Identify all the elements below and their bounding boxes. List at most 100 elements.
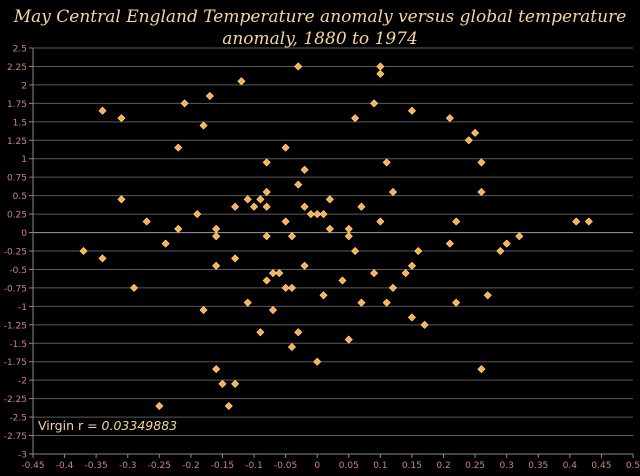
correlation-annotation: Virgin r = 0.03349883 [38, 418, 177, 433]
scatter-point [212, 261, 221, 270]
y-tick-label: -2.5 [9, 414, 27, 424]
x-tick-label: 0.05 [339, 461, 359, 471]
scatter-point [275, 269, 284, 278]
data-points [79, 62, 593, 411]
y-tick-label: 0 [21, 229, 27, 239]
y-tick-label: -1.75 [4, 358, 27, 368]
scatter-point [294, 180, 303, 189]
x-tick-label: -0.35 [85, 461, 108, 471]
y-tick-label: 2.25 [7, 63, 27, 73]
y-tick-label: 0.5 [13, 192, 27, 202]
y-tick-label: -1.25 [4, 321, 27, 331]
y-tick-label: -2 [18, 377, 27, 387]
scatter-point [325, 195, 334, 204]
y-tick-label: 2 [21, 81, 27, 91]
scatter-point [445, 239, 454, 248]
scatter-point [407, 313, 416, 322]
scatter-point [351, 114, 360, 123]
y-tick-label: 1 [21, 155, 27, 165]
x-tick-label: 0.45 [591, 461, 611, 471]
scatter-point [243, 298, 252, 307]
y-tick-label: -2.75 [4, 432, 27, 442]
scatter-point [420, 320, 429, 329]
y-tick-label: 0.25 [7, 211, 27, 221]
x-tick-label: -0.15 [211, 461, 234, 471]
scatter-point [502, 239, 511, 248]
scatter-point [268, 269, 278, 278]
scatter-point [231, 254, 240, 263]
scatter-point [79, 246, 88, 256]
scatter-point [477, 187, 486, 196]
scatter-point [180, 99, 189, 108]
y-tick-label: 1.5 [13, 118, 27, 128]
scatter-point [193, 210, 202, 219]
scatter-point [262, 276, 271, 285]
scatter-point [243, 195, 252, 204]
x-tick-label: 0.2 [436, 461, 450, 471]
scatter-point [287, 283, 296, 292]
scatter-point [452, 217, 461, 226]
scatter-point [117, 195, 126, 204]
scatter-point [319, 210, 328, 219]
scatter-point [262, 232, 271, 241]
scatter-point [388, 187, 398, 196]
scatter-point [407, 261, 416, 270]
scatter-point [376, 217, 385, 226]
scatter-point [300, 261, 309, 270]
scatter-point [313, 357, 322, 366]
scatter-point [584, 217, 593, 226]
scatter-point [281, 283, 290, 292]
scatter-point [464, 136, 473, 145]
scatter-point [224, 401, 233, 411]
x-tick-label: 0.35 [528, 461, 548, 471]
scatter-point [287, 232, 296, 241]
x-tick-label: -0.1 [245, 461, 263, 471]
scatter-point [287, 342, 296, 351]
scatter-point [401, 269, 410, 278]
scatter-point [338, 276, 347, 285]
scatter-point [218, 379, 227, 388]
scatter-point [388, 283, 398, 292]
scatter-point [199, 121, 208, 130]
scatter-point [294, 328, 303, 337]
scatter-point [370, 269, 379, 278]
scatter-point [256, 195, 265, 204]
x-tick-label: -0.05 [274, 461, 297, 471]
scatter-point [237, 77, 246, 86]
scatter-point [477, 158, 486, 167]
scatter-point [281, 143, 290, 152]
scatter-point [256, 328, 265, 337]
x-tick-label: 0.15 [402, 461, 422, 471]
scatter-point [370, 99, 379, 108]
x-tick-label: 0 [314, 461, 320, 471]
scatter-point [142, 217, 151, 226]
scatter-point [199, 306, 208, 315]
scatter-point [205, 91, 214, 101]
y-tick-label: -1 [18, 303, 27, 313]
scatter-point [407, 106, 416, 115]
y-tick-labels: 2.5 2.25 2 1.75 1.5 1.25 1 0.75 0.5 0.25 0 -0.25 -0.… [4, 45, 28, 461]
scatter-point [452, 298, 461, 307]
scatter-point [268, 306, 278, 315]
scatter-point [300, 202, 309, 211]
scatter-point [300, 165, 309, 174]
scatter-point [414, 246, 423, 256]
annotation-value: 0.03349883 [102, 418, 178, 433]
scatter-point [496, 246, 505, 256]
scatter-point [262, 187, 271, 196]
x-tick-label: 0.25 [465, 461, 485, 471]
scatter-point [262, 202, 271, 211]
scatter-point [98, 254, 107, 263]
scatter-point [161, 239, 170, 248]
axes [29, 47, 634, 458]
scatter-point [313, 210, 322, 219]
scatter-point [212, 232, 221, 241]
y-tick-label: -0.75 [4, 284, 27, 294]
scatter-point [344, 335, 353, 344]
scatter-point [212, 365, 221, 374]
y-tick-label: 0.75 [7, 174, 27, 184]
scatter-point [294, 62, 303, 71]
y-tick-label: -2.25 [4, 395, 27, 405]
x-tick-label: -0.45 [21, 461, 44, 471]
